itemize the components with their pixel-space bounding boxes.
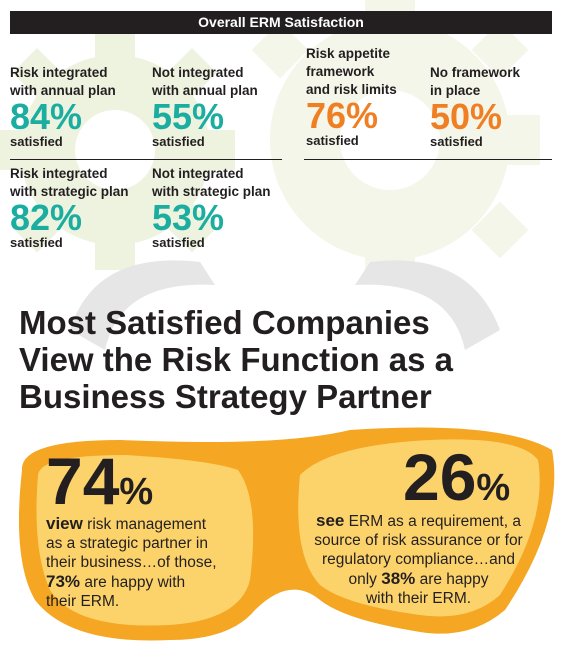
right-text-line: ERM as a requirement, a — [344, 513, 521, 530]
stat-label: Risk integrated — [10, 65, 108, 80]
goggles-lens-right — [298, 439, 540, 617]
stat-label: Not integrated — [152, 166, 244, 181]
goggles-lens-left — [36, 455, 254, 626]
stat-value: 53% — [152, 197, 225, 238]
stat-label: Risk integrated — [10, 166, 108, 181]
stat-label: with strategic plan — [10, 184, 129, 199]
stat-value: 55% — [152, 96, 225, 137]
stat-not-integrated-strategic: Not integrated with strategic plan 53% s… — [152, 165, 292, 251]
divider — [304, 159, 552, 160]
stat-value: 84% — [10, 96, 83, 137]
stat-label: with annual plan — [10, 83, 116, 98]
stat-suffix: satisfied — [152, 134, 205, 149]
stat-risk-integrated-annual: Risk integrated with annual plan 84% sat… — [10, 64, 150, 150]
stat-label: No framework — [430, 65, 521, 80]
stat-label: Risk appetite — [306, 46, 391, 61]
stat-risk-integrated-strategic: Risk integrated with strategic plan 82% … — [10, 165, 150, 251]
right-percent-sign: % — [476, 467, 511, 509]
left-happy-pct: 73% — [46, 572, 81, 591]
headline-line: Most Satisfied Companies — [19, 304, 430, 341]
right-big-percent: 26% — [403, 444, 510, 510]
stat-label: Not integrated — [152, 65, 244, 80]
left-text-line: as a strategic partner in — [46, 535, 208, 552]
stat-value: 82% — [10, 197, 83, 238]
headline-line: View the Risk Function as a — [19, 341, 454, 378]
stat-suffix: satisfied — [152, 235, 205, 250]
stat-no-framework: No framework in place 50% satisfied — [430, 64, 570, 150]
right-text-line: are happy — [415, 571, 489, 588]
right-text-line: regulatory compliance…and — [322, 551, 515, 568]
left-text-line: their ERM. — [46, 593, 120, 610]
headline-line: Business Strategy Partner — [19, 378, 432, 415]
left-percent-sign: % — [119, 471, 154, 513]
divider — [10, 159, 282, 160]
left-verb: view — [46, 514, 83, 533]
right-text-line: with their ERM. — [365, 590, 472, 607]
left-big-percent: 74% — [46, 448, 153, 514]
stat-label: in place — [430, 83, 481, 98]
stat-suffix: satisfied — [430, 134, 483, 149]
stat-label: and risk limits — [306, 82, 397, 97]
right-verb: see — [316, 511, 345, 530]
left-text-line: their business…of those, — [46, 554, 217, 571]
right-happy-pct: 38% — [381, 569, 416, 588]
stat-not-integrated-annual: Not integrated with annual plan 55% sati… — [152, 64, 292, 150]
stat-label: with annual plan — [152, 83, 258, 98]
right-text-line: only — [348, 571, 382, 588]
right-text-line: source of risk assurance or for — [314, 532, 523, 549]
stat-label: with strategic plan — [152, 184, 271, 199]
right-description: see ERM as a requirement, a source of ri… — [296, 511, 541, 608]
stat-suffix: satisfied — [306, 133, 359, 148]
stat-value: 76% — [306, 95, 379, 136]
stat-risk-appetite-framework: Risk appetite framework and risk limits … — [306, 45, 446, 149]
stat-label: framework — [306, 64, 375, 79]
right-number: 26 — [403, 440, 477, 514]
left-text-line: risk management — [82, 516, 207, 533]
stat-suffix: satisfied — [10, 134, 63, 149]
left-description: view risk management as a strategic part… — [46, 514, 251, 611]
left-number: 74 — [46, 444, 120, 518]
headline: Most Satisfied Companies View the Risk F… — [19, 304, 539, 415]
left-text-line: are happy with — [80, 574, 186, 591]
stat-suffix: satisfied — [10, 235, 63, 250]
stat-value: 50% — [430, 96, 503, 137]
section-title: Overall ERM Satisfaction — [10, 11, 552, 34]
